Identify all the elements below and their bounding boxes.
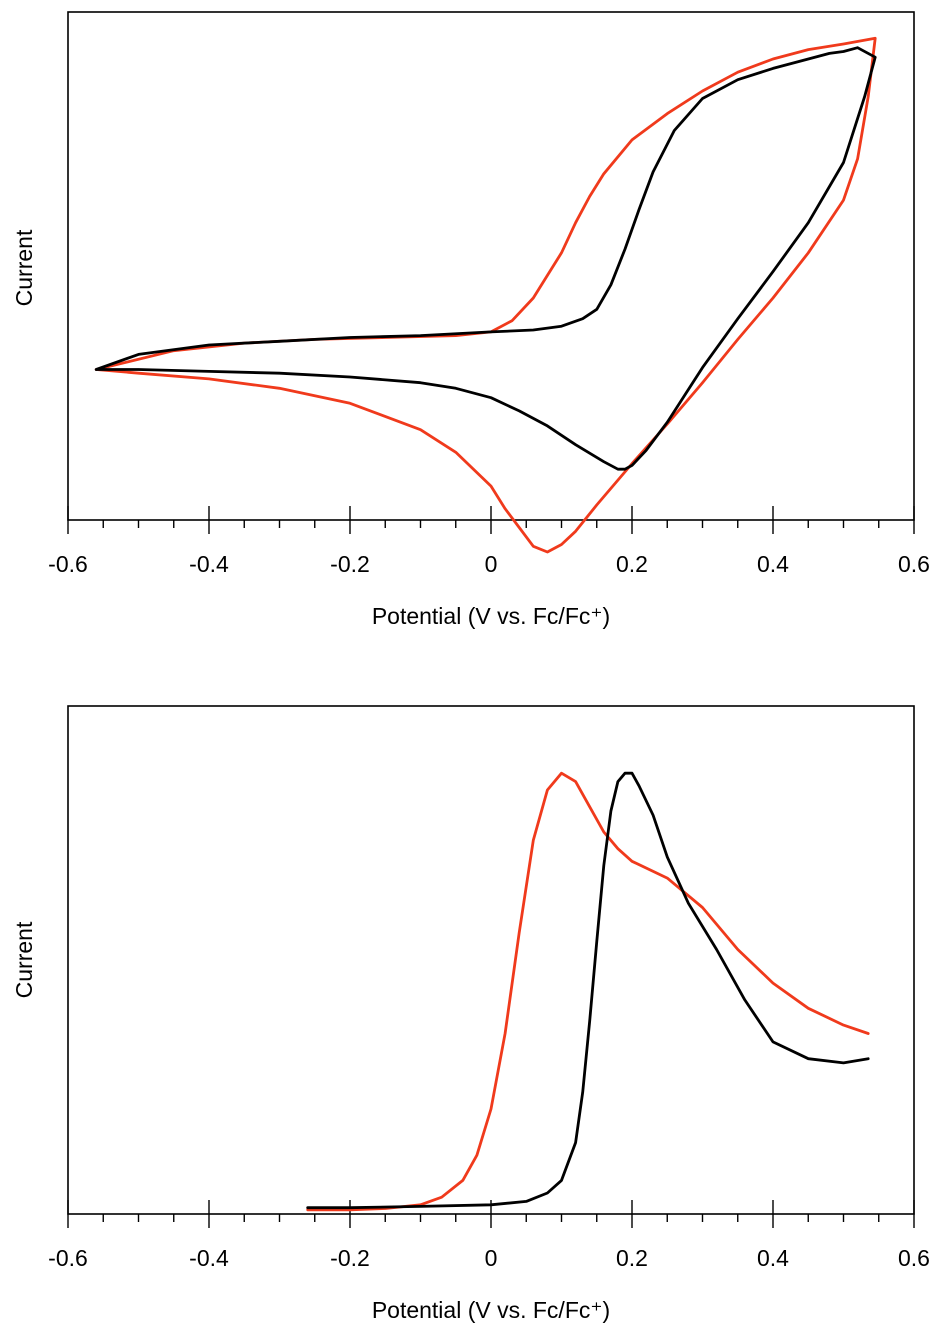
top-chart-x-tick-label: -0.4	[189, 551, 229, 577]
top-chart-x-tick-label: 0.4	[757, 551, 789, 577]
top-chart-series	[94, 36, 877, 554]
bottom-chart-x-tick-label: 0.6	[898, 1245, 930, 1271]
top-chart-x-tick-label: 0.6	[898, 551, 930, 577]
bottom-chart-x-tick-label: 0	[485, 1245, 498, 1271]
bottom-chart-tick-labels: -0.6 -0.4 -0.2 0 0.2 0.4 0.6	[48, 1245, 930, 1271]
bottom-chart-frame	[67, 705, 915, 1215]
bottom-chart-black-series-line	[306, 771, 870, 1210]
top-chart-y-axis-label: Current	[11, 229, 37, 306]
bottom-chart-x-axis-label: Potential (V vs. Fc/Fc⁺)	[372, 1297, 610, 1323]
bottom-chart: Current Potential (V vs. Fc/Fc⁺) -0.6 -0.…	[11, 705, 930, 1323]
top-chart-x-tick-label: -0.2	[330, 551, 370, 577]
top-chart-red-series-line	[94, 36, 877, 554]
bottom-chart-x-tick-label: -0.6	[48, 1245, 88, 1271]
top-chart-tick-labels: -0.6 -0.4 -0.2 0 0.2 0.4 0.6	[48, 551, 930, 577]
top-chart-x-axis-label: Potential (V vs. Fc/Fc⁺)	[372, 603, 610, 629]
top-chart-ticks	[67, 506, 915, 534]
bottom-chart-series	[306, 771, 870, 1212]
bottom-chart-x-tick-label: -0.2	[330, 1245, 370, 1271]
bottom-chart-ticks	[67, 1200, 915, 1228]
bottom-chart-x-tick-label: -0.4	[189, 1245, 229, 1271]
top-chart-x-tick-label: 0	[485, 551, 498, 577]
top-chart-x-tick-label: 0.2	[616, 551, 648, 577]
top-chart-x-tick-label: -0.6	[48, 551, 88, 577]
top-chart-black-series-line	[94, 46, 877, 471]
bottom-chart-x-tick-label: 0.2	[616, 1245, 648, 1271]
top-chart-frame	[67, 11, 915, 521]
bottom-chart-y-axis-label: Current	[11, 921, 37, 998]
bottom-chart-x-tick-label: 0.4	[757, 1245, 789, 1271]
top-chart: Current Potential (V vs. Fc/Fc⁺) -0.6 -0.…	[11, 11, 930, 629]
bottom-chart-red-series-line	[306, 771, 870, 1212]
